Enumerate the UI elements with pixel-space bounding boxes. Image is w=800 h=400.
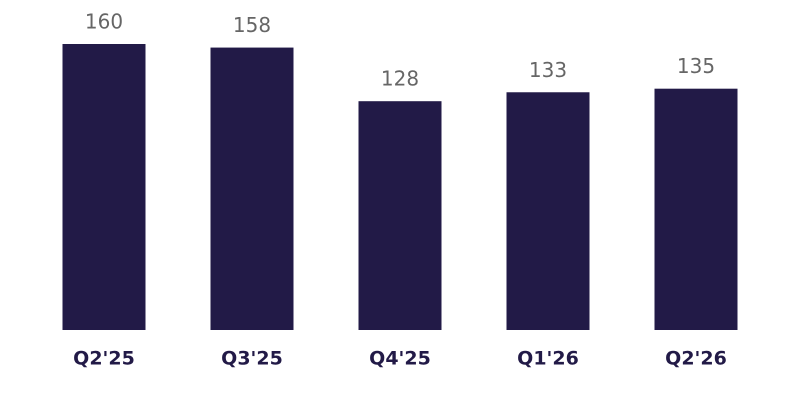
- bar: [358, 101, 442, 330]
- x-tick-label: Q2'26: [665, 348, 727, 370]
- x-tick-label: Q2'25: [73, 348, 135, 370]
- value-label: 133: [529, 58, 567, 82]
- value-label: 135: [677, 54, 715, 78]
- bar: [654, 88, 738, 330]
- value-label: 160: [85, 10, 123, 34]
- x-tick-label: Q1'26: [517, 348, 579, 370]
- bar: [62, 44, 146, 330]
- x-tick-label: Q4'25: [369, 348, 431, 370]
- value-label: 158: [233, 13, 271, 37]
- bar: [506, 92, 590, 330]
- value-label: 128: [381, 67, 419, 91]
- bar: [210, 47, 294, 330]
- x-tick-label: Q3'25: [221, 348, 283, 370]
